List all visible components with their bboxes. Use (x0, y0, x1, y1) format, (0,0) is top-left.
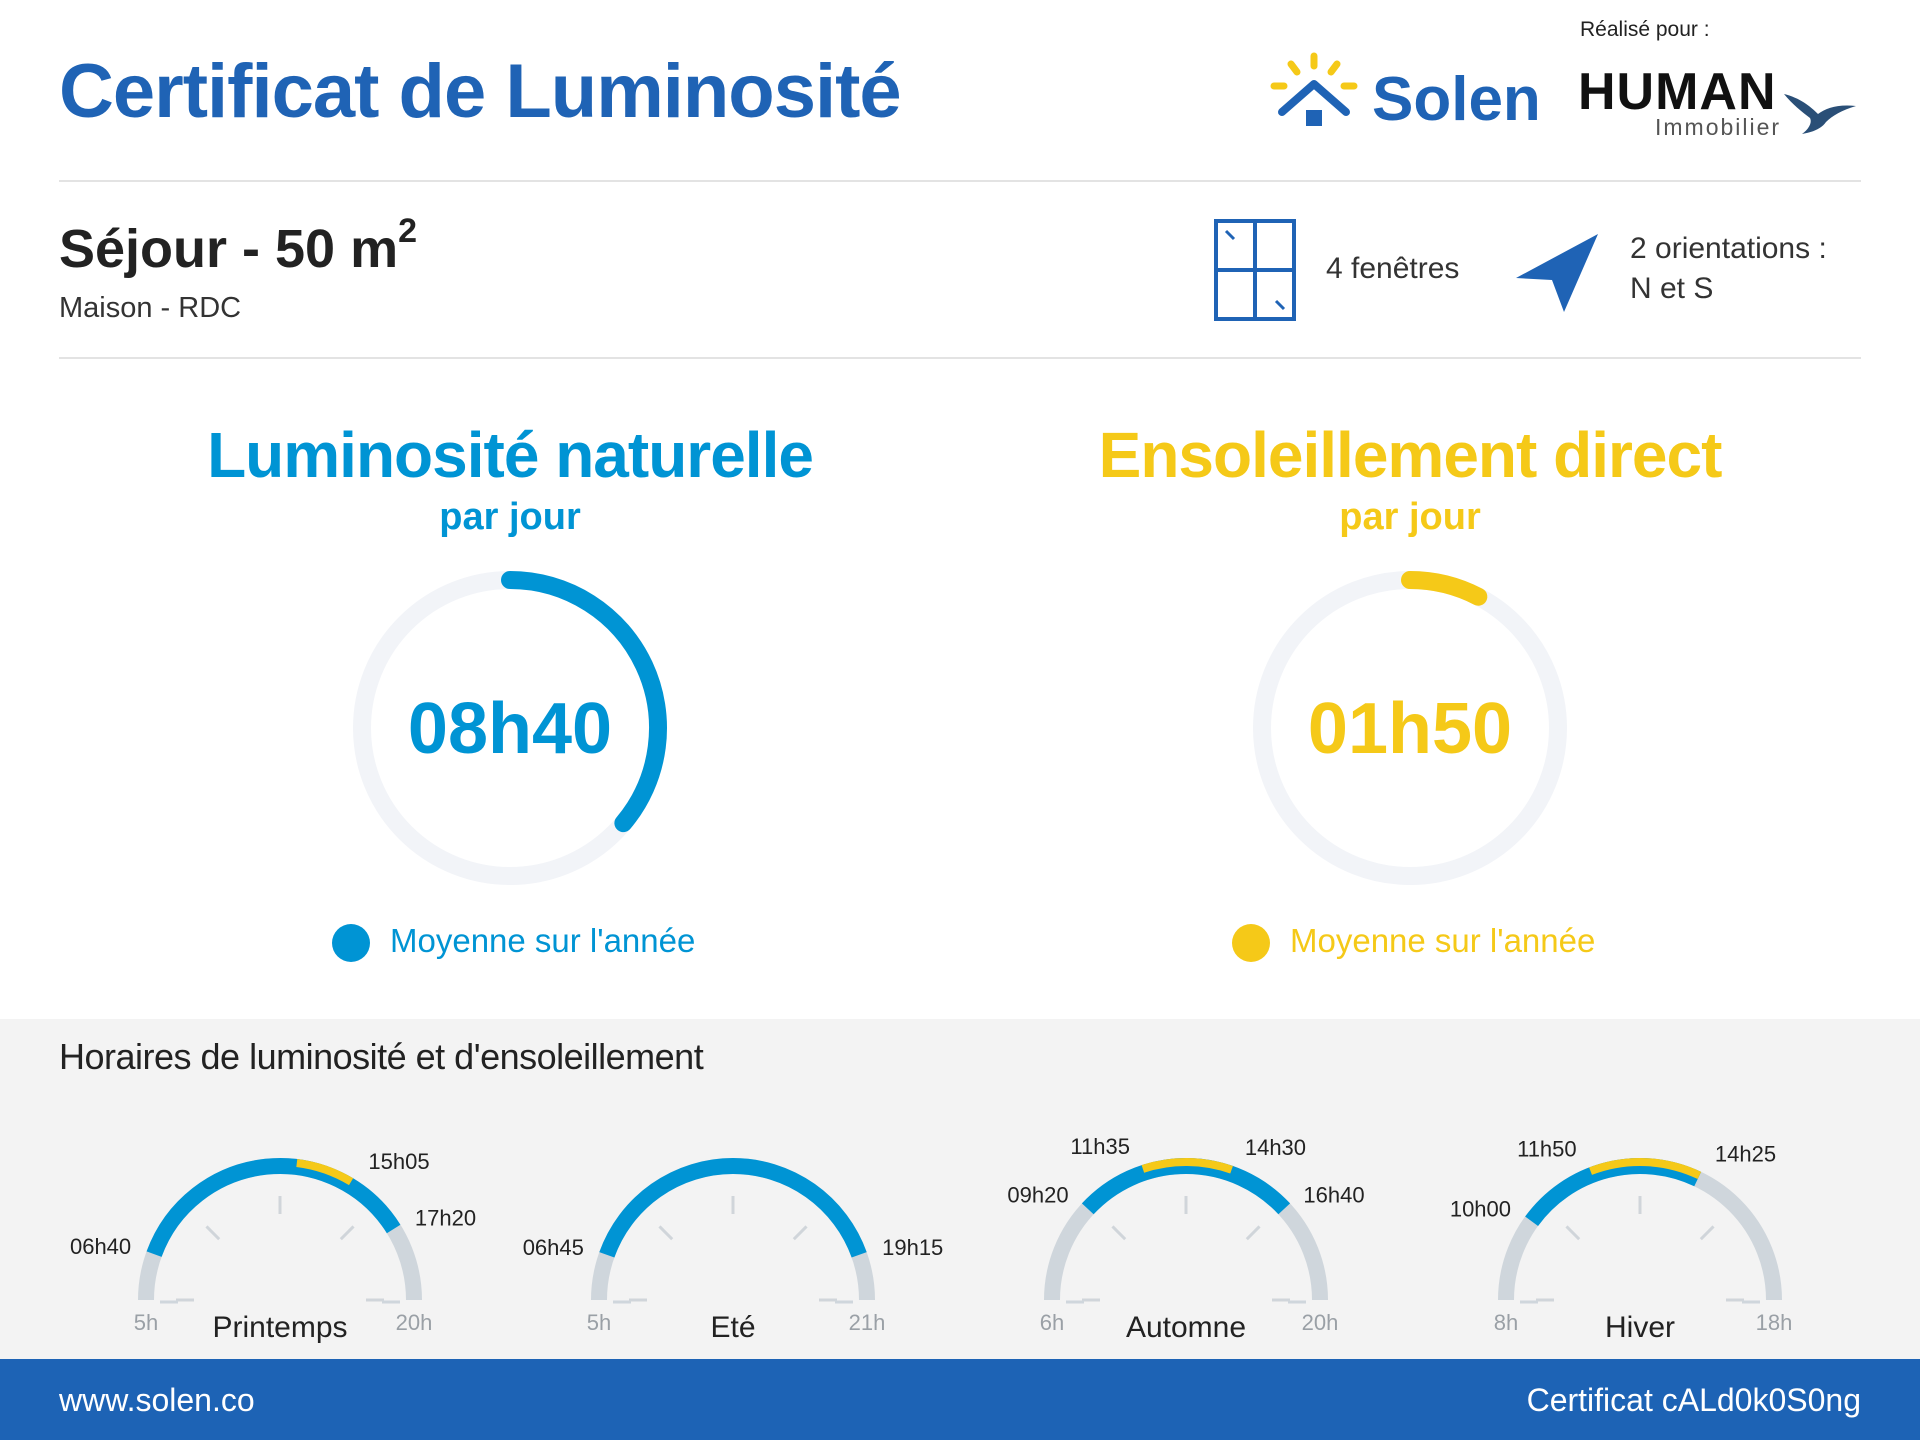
brand-name: Solen (1372, 65, 1541, 134)
divider-middle (59, 357, 1861, 359)
gauge-min-label: 5h (587, 1310, 611, 1335)
gauge-sun-arc (296, 1159, 354, 1186)
gauge-season-name: Printemps (212, 1311, 347, 1344)
gauge-min-label: 5h (134, 1310, 158, 1335)
natural-light-legend-dot (332, 924, 370, 962)
gauge-light-end-label: 19h15 (882, 1235, 943, 1260)
gauge-sun-arc (1589, 1158, 1702, 1180)
direct-sun-value: 01h50 (1308, 689, 1512, 769)
gauge-light-start-label: 06h40 (70, 1234, 131, 1259)
direct-sun-title: Ensoleillement direct (1098, 419, 1723, 491)
footer-certificate-id: Certificat cALd0k0S0ng (1526, 1382, 1861, 1418)
direct-sun-ring-progress (1401, 571, 1488, 606)
footer-website: www.solen.co (59, 1382, 255, 1418)
natural-light-subtitle: par jour (439, 496, 581, 538)
gauge-light-end-label: 17h20 (415, 1205, 476, 1230)
bird-logo-icon (1784, 94, 1856, 134)
gauge-min-label: 8h (1494, 1310, 1518, 1335)
schedule-section (0, 1019, 1920, 1359)
gauge-light-arc (1081, 1158, 1291, 1215)
gauge-max-label: 21h (849, 1310, 886, 1335)
gauge-tick (658, 1225, 674, 1241)
gauge-track (1044, 1158, 1328, 1301)
gauge-light-arc (1525, 1158, 1702, 1227)
season-gauge: 09h20 16h40 11h35 14h30 6h 20h Automne (1007, 1134, 1364, 1344)
gauge-sun-end-label: 14h25 (1715, 1142, 1776, 1167)
schedule-title: Horaires de luminosité et d'ensoleilleme… (59, 1036, 704, 1077)
direct-sun-legend: Moyenne sur l'année (1290, 922, 1596, 959)
gauge-sun-arc (1141, 1158, 1233, 1174)
natural-light-ring-progress (501, 571, 667, 833)
gauge-light-start-label: 09h20 (1007, 1183, 1068, 1208)
gauge-min-label: 6h (1040, 1310, 1064, 1335)
direct-sun-legend-dot (1232, 924, 1270, 962)
natural-light-value: 08h40 (408, 689, 612, 769)
page-title: Certificat de Luminosité (59, 49, 902, 134)
season-gauges: 06h40 17h20 15h05 5h 20h Printemps 06h45 19h15 5… (70, 1134, 1793, 1344)
client-logo-sub: Immobilier (1655, 114, 1782, 140)
gauge-tick (792, 1225, 808, 1241)
orientations-line2: N et S (1630, 272, 1714, 305)
footer-bar (0, 1359, 1920, 1440)
gauge-tick (339, 1225, 355, 1241)
gauge-tick (205, 1225, 221, 1241)
gauge-tick (1565, 1225, 1581, 1241)
navigation-arrow-icon (1516, 234, 1598, 312)
windows-count: 4 fenêtres (1326, 252, 1460, 285)
gauge-track (591, 1158, 875, 1301)
gauge-light-start-label: 06h45 (523, 1235, 584, 1260)
gauge-tick (1245, 1225, 1261, 1241)
gauge-light-arc (599, 1158, 867, 1258)
natural-light-ring: 08h40 (353, 571, 667, 885)
gauge-tick (1111, 1225, 1127, 1241)
direct-sun-subtitle: par jour (1339, 496, 1481, 538)
gauge-season-name: Hiver (1605, 1311, 1675, 1344)
orientations-line1: 2 orientations : (1630, 232, 1827, 265)
gauge-season-name: Automne (1126, 1311, 1246, 1344)
gauge-light-arc (146, 1158, 401, 1257)
divider-top (59, 180, 1861, 182)
gauge-max-label: 20h (1302, 1310, 1339, 1335)
gauge-max-label: 20h (396, 1310, 433, 1335)
gauge-light-start-label: 10h00 (1450, 1197, 1511, 1222)
gauge-track (1498, 1158, 1782, 1301)
natural-light-title: Luminosité naturelle (207, 419, 814, 491)
solen-logo-icon (1270, 52, 1358, 126)
gauge-max-label: 18h (1756, 1310, 1793, 1335)
gauge-light-end-label: 16h40 (1303, 1183, 1364, 1208)
season-gauge: 10h00 11h50 14h25 8h 18h Hiver (1450, 1137, 1793, 1344)
room-location: Maison - RDC (59, 292, 242, 324)
gauge-track (138, 1158, 422, 1301)
gauge-tick (1699, 1225, 1715, 1241)
gauge-sun-end-label: 15h05 (368, 1149, 429, 1174)
natural-light-legend: Moyenne sur l'année (390, 922, 696, 959)
season-gauge: 06h40 17h20 15h05 5h 20h Printemps (70, 1149, 476, 1344)
window-icon (1214, 219, 1296, 321)
gauge-sun-start-label: 11h50 (1517, 1137, 1577, 1162)
gauge-sun-start-label: 11h35 (1070, 1134, 1130, 1159)
gauge-sun-end-label: 14h30 (1245, 1135, 1306, 1160)
room-name: Séjour - 50 m (59, 219, 399, 279)
season-gauge: 06h45 19h15 5h 21h Eté (523, 1158, 943, 1344)
gauge-season-name: Eté (710, 1311, 755, 1344)
made-for-label: Réalisé pour : (1580, 18, 1710, 41)
direct-sun-ring: 01h50 (1253, 571, 1567, 885)
client-logo-name: HUMAN (1578, 63, 1777, 121)
room-area-unit-exponent: 2 (398, 212, 418, 250)
room-title: Séjour - 50 m2 (59, 212, 417, 280)
